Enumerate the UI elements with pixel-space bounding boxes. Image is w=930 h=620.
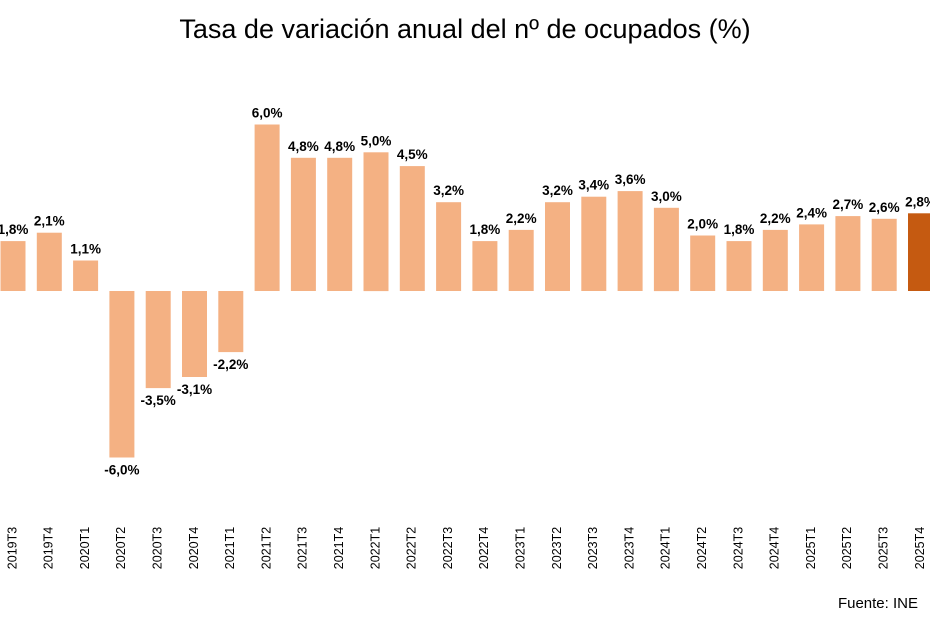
category-tick-labels-group: 2019T3 2019T4 2020T1 2020T2 2020T3 2020T4 2021… — [5, 527, 927, 569]
tick-label-2019T3: 2019T3 — [5, 527, 19, 569]
data-label-2025T4: 2,8% — [905, 194, 930, 209]
data-label-2024T4: 2,2% — [760, 211, 791, 226]
bar-2024T3 — [726, 241, 752, 291]
tick-label-2023T4: 2023T4 — [622, 527, 636, 569]
source-note: Fuente: INE — [837, 595, 918, 612]
bar-2022T2 — [399, 166, 425, 291]
data-label-2025T2: 2,7% — [833, 197, 864, 212]
tick-label-2024T3: 2024T3 — [731, 527, 745, 569]
data-label-2022T2: 4,5% — [397, 147, 428, 162]
tick-label-2025T2: 2025T2 — [840, 527, 854, 569]
chart-title: Tasa de variación anual del nº de ocupad… — [179, 14, 751, 44]
tick-label-2025T4: 2025T4 — [913, 527, 927, 569]
data-labels-group: 1,8% 2,1% 1,1% -6,0% -3,5%-3,1%-2,2% 6,0% 4,8%… — [0, 106, 930, 478]
data-label-2025T1: 2,4% — [796, 205, 827, 220]
bar-2020T2 — [109, 291, 135, 458]
tick-label-2022T2: 2022T2 — [405, 527, 419, 569]
tick-label-2021T2: 2021T2 — [259, 527, 273, 569]
bar-2024T1 — [653, 207, 679, 292]
tick-label-2024T1: 2024T1 — [659, 527, 673, 569]
bar-2023T2 — [545, 202, 570, 291]
data-label-2020T4: -3,1% — [177, 382, 212, 397]
tick-label-2022T1: 2022T1 — [368, 527, 382, 569]
data-label-2023T2: 3,2% — [542, 183, 573, 198]
bar-2021T2 — [254, 124, 280, 291]
tick-label-2023T2: 2023T2 — [550, 527, 564, 569]
tick-label-2024T4: 2024T4 — [768, 527, 782, 569]
data-label-2022T1: 5,0% — [361, 133, 392, 148]
tick-label-2025T3: 2025T3 — [876, 527, 890, 569]
data-label-2024T1: 3,0% — [651, 189, 682, 204]
tick-label-2020T4: 2020T4 — [187, 527, 201, 569]
tick-label-2022T4: 2022T4 — [477, 527, 491, 569]
data-label-2021T2: 6,0% — [252, 106, 283, 121]
data-label-2020T3: -3,5% — [141, 393, 176, 408]
tick-label-2021T3: 2021T3 — [296, 527, 310, 569]
bar-2024T2 — [690, 235, 716, 291]
bar-2019T3 — [0, 241, 26, 291]
bar-2021T1 — [218, 291, 244, 353]
tick-label-2023T1: 2023T1 — [513, 527, 527, 569]
bar-2022T1 — [363, 152, 389, 292]
bar-2020T3 — [145, 291, 171, 389]
tick-label-2021T1: 2021T1 — [223, 527, 237, 569]
bar-2020T1 — [73, 260, 99, 291]
data-label-2025T3: 2,6% — [869, 200, 900, 215]
bar-2021T3 — [290, 157, 316, 291]
bars-group — [0, 124, 930, 458]
data-label-2022T4: 1,8% — [470, 222, 501, 237]
data-label-2020T2: -6,0% — [104, 463, 139, 478]
bar-2023T4 — [617, 191, 643, 291]
data-label-2023T1: 2,2% — [506, 211, 537, 226]
bar-2025T3 — [871, 218, 897, 291]
data-label-2019T3: 1,8% — [0, 222, 28, 237]
tick-label-2024T2: 2024T2 — [695, 527, 709, 569]
data-label-2021T3: 4,8% — [288, 139, 319, 154]
bar-2019T4 — [36, 232, 62, 291]
data-label-2024T3: 1,8% — [724, 222, 755, 237]
data-label-2022T3: 3,2% — [433, 183, 464, 198]
tick-label-2020T1: 2020T1 — [78, 527, 92, 569]
data-label-2020T1: 1,1% — [70, 242, 101, 257]
bar-2023T3 — [581, 196, 607, 291]
bar-2024T4 — [762, 229, 788, 291]
data-label-2021T4: 4,8% — [324, 139, 355, 154]
data-label-2024T2: 2,0% — [687, 217, 718, 232]
bar-2020T4 — [182, 291, 207, 377]
bar-2022T3 — [436, 202, 462, 291]
tick-label-2025T1: 2025T1 — [804, 527, 818, 569]
bar-2021T4 — [327, 157, 353, 291]
data-label-2021T1: -2,2% — [213, 357, 248, 372]
tick-label-2020T2: 2020T2 — [114, 527, 128, 569]
tick-label-2023T3: 2023T3 — [586, 527, 600, 569]
data-label-2023T4: 3,6% — [615, 172, 646, 187]
data-label-2023T3: 3,4% — [578, 178, 609, 193]
tick-label-2022T3: 2022T3 — [441, 527, 455, 569]
tick-label-2021T4: 2021T4 — [332, 527, 346, 569]
bar-2023T1 — [508, 229, 534, 291]
bar-2025T1 — [799, 224, 825, 291]
tick-label-2020T3: 2020T3 — [150, 527, 164, 569]
bar-2025T4 — [908, 213, 930, 291]
bar-2025T2 — [835, 216, 861, 291]
data-label-2019T4: 2,1% — [34, 214, 65, 229]
bar-2022T4 — [472, 241, 498, 291]
tick-label-2019T4: 2019T4 — [42, 527, 56, 569]
